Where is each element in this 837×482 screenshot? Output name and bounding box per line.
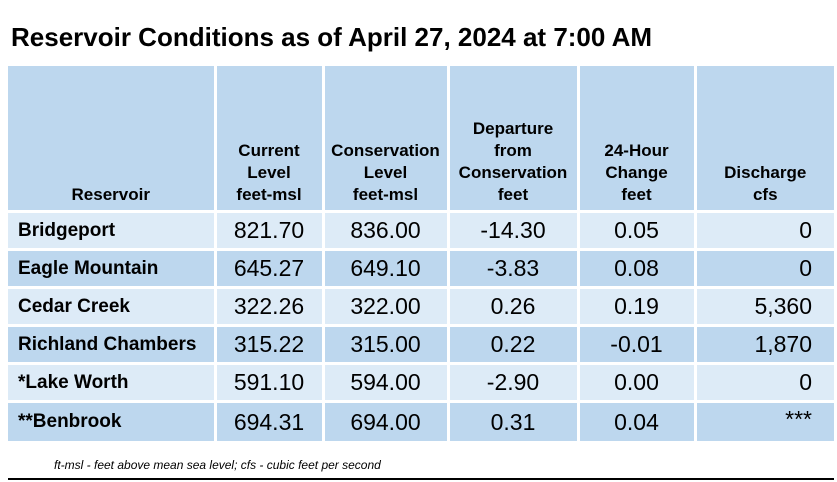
bottom-divider xyxy=(8,478,834,480)
departure-value: -14.30 xyxy=(446,210,578,250)
current-level: 591.10 xyxy=(213,362,323,402)
table-row: Richland Chambers 315.22 315.00 0.22 -0.… xyxy=(8,324,834,364)
change-value: 0.05 xyxy=(576,210,695,250)
change-value: 0.08 xyxy=(576,248,695,288)
header-current-level: Current Level feet-msl xyxy=(213,66,323,212)
conservation-level: 322.00 xyxy=(321,286,448,326)
current-level: 645.27 xyxy=(213,248,323,288)
discharge-value: 1,870 xyxy=(693,324,834,364)
reservoir-name: Richland Chambers xyxy=(8,324,215,364)
reservoir-conditions-table: Reservoir Current Level feet-msl Conserv… xyxy=(8,66,834,441)
departure-value: 0.31 xyxy=(446,400,578,441)
conservation-level: 594.00 xyxy=(321,362,448,402)
change-value: 0.19 xyxy=(576,286,695,326)
change-value: 0.00 xyxy=(576,362,695,402)
header-24-hour-change: 24-Hour Change feet xyxy=(576,66,695,212)
header-conservation-level: Conservation Level feet-msl xyxy=(321,66,448,212)
discharge-value: 0 xyxy=(693,362,834,402)
reservoir-name: **Benbrook xyxy=(8,400,215,441)
conservation-level: 649.10 xyxy=(321,248,448,288)
table-row: **Benbrook 694.31 694.00 0.31 0.04 *** xyxy=(8,400,834,441)
conservation-level: 836.00 xyxy=(321,210,448,250)
table-header-row: Reservoir Current Level feet-msl Conserv… xyxy=(8,66,834,212)
departure-value: 0.26 xyxy=(446,286,578,326)
current-level: 315.22 xyxy=(213,324,323,364)
discharge-value: *** xyxy=(693,400,834,441)
current-level: 322.26 xyxy=(213,286,323,326)
footnote: ft-msl - feet above mean sea level; cfs … xyxy=(54,458,381,472)
page-title: Reservoir Conditions as of April 27, 202… xyxy=(11,22,653,52)
change-value: 0.04 xyxy=(576,400,695,441)
conservation-level: 694.00 xyxy=(321,400,448,441)
header-departure: Departure from Conservation feet xyxy=(446,66,578,212)
table-row: Cedar Creek 322.26 322.00 0.26 0.19 5,36… xyxy=(8,286,834,326)
table-row: *Lake Worth 591.10 594.00 -2.90 0.00 0 xyxy=(8,362,834,402)
current-level: 821.70 xyxy=(213,210,323,250)
reservoir-name: Bridgeport xyxy=(8,210,215,250)
discharge-value: 5,360 xyxy=(693,286,834,326)
departure-value: 0.22 xyxy=(446,324,578,364)
conservation-level: 315.00 xyxy=(321,324,448,364)
change-value: -0.01 xyxy=(576,324,695,364)
current-level: 694.31 xyxy=(213,400,323,441)
table-row: Eagle Mountain 645.27 649.10 -3.83 0.08 … xyxy=(8,248,834,288)
header-reservoir: Reservoir xyxy=(8,66,215,212)
reservoir-name: *Lake Worth xyxy=(8,362,215,402)
reservoir-name: Eagle Mountain xyxy=(8,248,215,288)
departure-value: -3.83 xyxy=(446,248,578,288)
discharge-value: 0 xyxy=(693,210,834,250)
table-row: Bridgeport 821.70 836.00 -14.30 0.05 0 xyxy=(8,210,834,250)
departure-value: -2.90 xyxy=(446,362,578,402)
header-discharge: Discharge cfs xyxy=(693,66,834,212)
discharge-value: 0 xyxy=(693,248,834,288)
reservoir-table-container: Reservoir Current Level feet-msl Conserv… xyxy=(8,66,834,441)
reservoir-name: Cedar Creek xyxy=(8,286,215,326)
